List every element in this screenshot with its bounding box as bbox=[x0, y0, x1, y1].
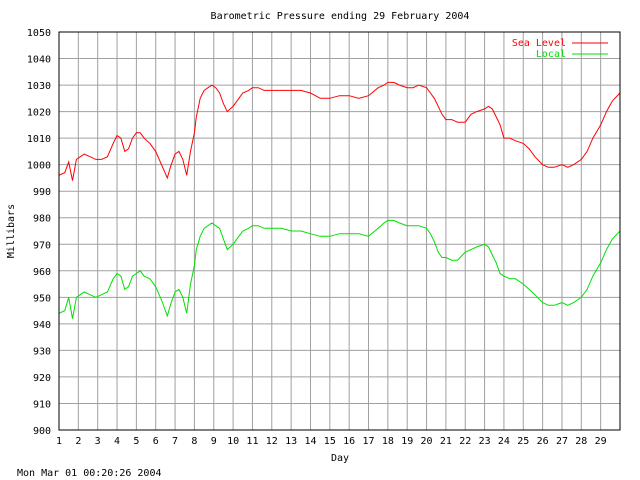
x-tick-label: 22 bbox=[459, 436, 471, 447]
x-tick-label: 13 bbox=[285, 436, 297, 447]
y-tick-label: 1020 bbox=[27, 108, 51, 119]
x-tick-label: 15 bbox=[324, 436, 336, 447]
x-axis-label: Day bbox=[331, 453, 349, 464]
legend-label: Sea Level bbox=[512, 38, 566, 49]
x-tick-label: 2 bbox=[75, 436, 81, 447]
x-tick-label: 5 bbox=[133, 436, 139, 447]
y-tick-label: 930 bbox=[33, 346, 51, 357]
x-tick-label: 23 bbox=[479, 436, 491, 447]
series-lines bbox=[58, 81, 621, 319]
x-tick-label: 17 bbox=[362, 436, 374, 447]
x-tick-label: 7 bbox=[172, 436, 178, 447]
y-tick-label: 990 bbox=[33, 187, 51, 198]
x-tick-label: 14 bbox=[304, 436, 316, 447]
x-tick-label: 11 bbox=[246, 436, 258, 447]
y-axis-label: Millibars bbox=[6, 204, 17, 258]
y-tick-label: 940 bbox=[33, 320, 51, 331]
y-tick-label: 1050 bbox=[27, 28, 51, 39]
y-tick-label: 1040 bbox=[27, 55, 51, 66]
y-tick-label: 980 bbox=[33, 214, 51, 225]
series-line-local bbox=[58, 219, 621, 319]
x-tick-label: 9 bbox=[211, 436, 217, 447]
axis-ticks: 9009109209309409509609709809901000101010… bbox=[27, 28, 607, 447]
y-tick-label: 900 bbox=[33, 426, 51, 437]
chart-title: Barometric Pressure ending 29 February 2… bbox=[211, 11, 470, 22]
x-tick-label: 25 bbox=[517, 436, 529, 447]
footer-timestamp: Mon Mar 01 00:20:26 2004 bbox=[17, 468, 162, 479]
series-line-sea-level bbox=[58, 81, 621, 181]
x-tick-label: 27 bbox=[556, 436, 568, 447]
x-tick-label: 3 bbox=[95, 436, 101, 447]
grid-lines bbox=[58, 31, 620, 431]
x-tick-label: 21 bbox=[440, 436, 452, 447]
x-tick-label: 10 bbox=[227, 436, 239, 447]
y-tick-label: 970 bbox=[33, 240, 51, 251]
x-tick-label: 18 bbox=[382, 436, 394, 447]
x-tick-label: 4 bbox=[114, 436, 120, 447]
plot-area-frame bbox=[58, 31, 621, 431]
y-tick-label: 920 bbox=[33, 373, 51, 384]
x-tick-label: 24 bbox=[498, 436, 510, 447]
x-tick-label: 8 bbox=[191, 436, 197, 447]
x-tick-label: 28 bbox=[575, 436, 587, 447]
x-tick-label: 6 bbox=[153, 436, 159, 447]
x-tick-label: 29 bbox=[595, 436, 607, 447]
y-tick-label: 1000 bbox=[27, 161, 51, 172]
y-tick-label: 950 bbox=[33, 293, 51, 304]
x-tick-label: 12 bbox=[266, 436, 278, 447]
x-tick-label: 1 bbox=[56, 436, 62, 447]
x-tick-label: 20 bbox=[421, 436, 433, 447]
x-tick-label: 19 bbox=[401, 436, 413, 447]
y-tick-label: 1030 bbox=[27, 81, 51, 92]
y-tick-label: 1010 bbox=[27, 134, 51, 145]
x-tick-label: 26 bbox=[537, 436, 549, 447]
y-tick-label: 910 bbox=[33, 399, 51, 410]
x-tick-label: 16 bbox=[343, 436, 355, 447]
legend-label: Local bbox=[536, 49, 566, 60]
y-tick-label: 960 bbox=[33, 267, 51, 278]
